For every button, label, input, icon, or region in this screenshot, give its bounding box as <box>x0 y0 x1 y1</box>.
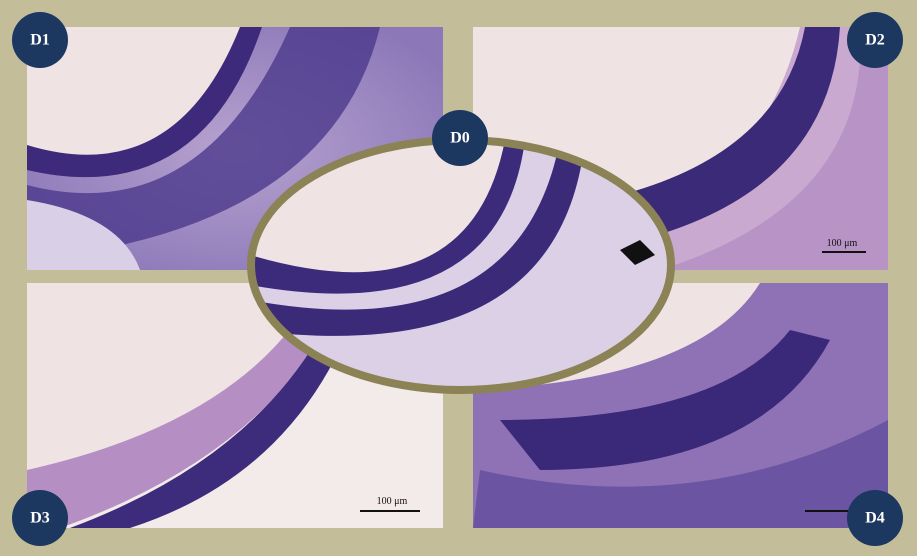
panel-d0 <box>247 136 675 394</box>
panel-label: D3 <box>30 510 50 527</box>
panel-label: D1 <box>30 32 50 49</box>
badges: D1 D2 D3 D4 D0 <box>12 12 903 546</box>
scale-bar-label: 100 μm <box>377 496 408 507</box>
panel-label: D0 <box>450 130 470 147</box>
panel-label: D2 <box>865 32 885 49</box>
panel-label: D4 <box>865 510 885 527</box>
scale-bar-label: 100 μm <box>827 238 858 249</box>
